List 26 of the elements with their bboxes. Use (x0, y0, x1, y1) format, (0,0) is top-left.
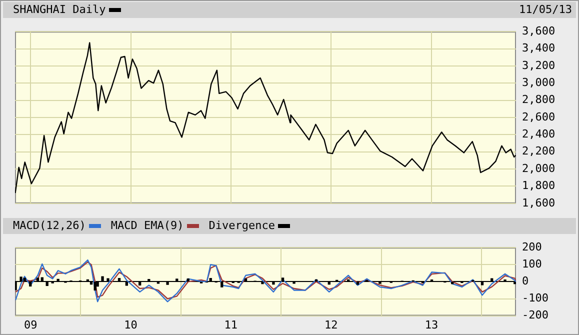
x-tick-label: 10 (124, 318, 138, 332)
y-tick-label: -200 (522, 308, 548, 322)
y-tick-label: 200 (522, 240, 542, 254)
y-tick-label: 2,200 (522, 144, 556, 158)
y-tick-label: 3,400 (522, 42, 556, 55)
y-tick-label: 1,800 (522, 179, 556, 192)
legend-label: SHANGHAI Daily (13, 2, 106, 18)
legend-label: Divergence (208, 218, 275, 234)
y-tick-label: 2,400 (522, 128, 556, 141)
legend-label: MACD(12,26) (13, 218, 86, 234)
y-tick-label: -100 (522, 292, 548, 305)
y-tick-label: 3,600 (522, 24, 556, 38)
y-tick-label: 3,000 (522, 76, 556, 89)
y-tick-label: 2,000 (522, 162, 556, 175)
y-tick-label: 2,800 (522, 93, 556, 106)
x-tick-label: 09 (24, 318, 38, 332)
y-tick-label: 0 (522, 274, 529, 288)
y-tick-label: 2,600 (522, 110, 556, 124)
x-tick-label: 11 (224, 318, 238, 332)
legend-label: MACD EMA(9) (110, 218, 184, 234)
y-tick-label: 3,200 (522, 58, 556, 72)
x-tick-label: 13 (424, 318, 438, 332)
text: 11/05/13 (519, 2, 573, 18)
y-tick-label: 1,600 (522, 196, 556, 210)
x-tick-label: 12 (324, 318, 338, 332)
y-tick-label: 100 (522, 258, 542, 271)
